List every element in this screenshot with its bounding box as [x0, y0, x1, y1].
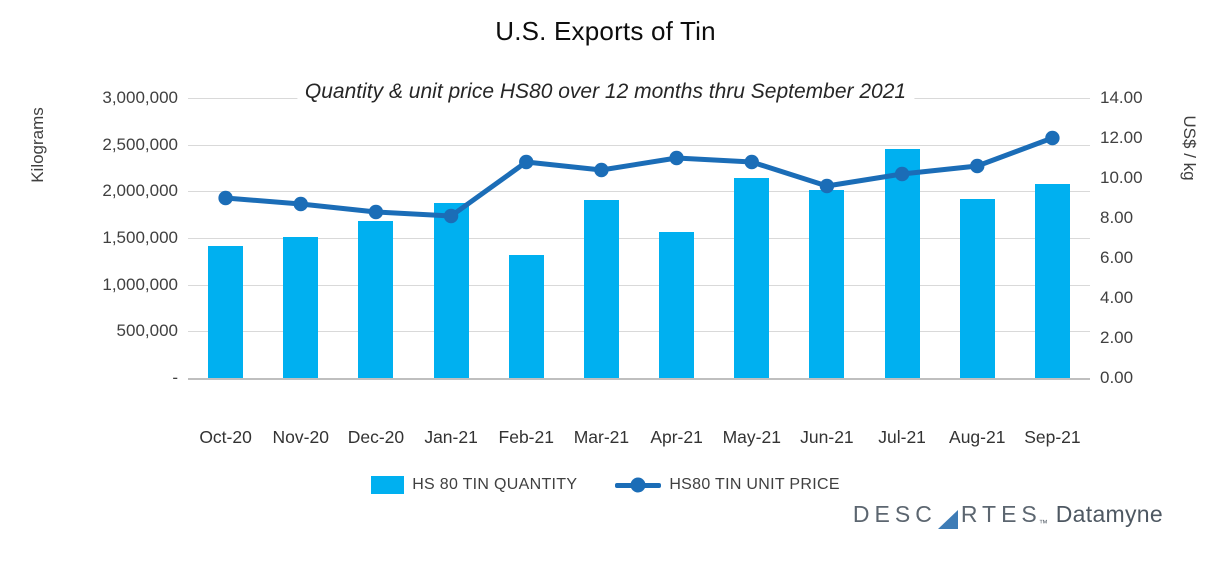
price-point-Dec-20 [368, 204, 384, 220]
price-point-Apr-21 [669, 150, 684, 166]
x-axis-tick-Mar-21: Mar-21 [573, 427, 630, 447]
price-point-Mar-21 [594, 162, 609, 178]
quantity-bar-Dec-20 [358, 221, 394, 378]
y-axis-tick-right: 6.00 [1100, 248, 1134, 267]
y-axis-tick-right: 4.00 [1100, 288, 1134, 307]
price-point-May-21 [744, 154, 759, 170]
gridline [188, 331, 1090, 333]
y-axis-tick-left: 2,500,000 [102, 134, 178, 154]
x-axis-tick-Jul-21: Jul-21 [878, 427, 926, 447]
price-point-Sep-21 [1045, 130, 1060, 146]
gridline [188, 191, 1090, 193]
y-axis-tick-left: - [172, 368, 178, 387]
y-axis-tick-left: 3,000,000 [102, 88, 178, 107]
legend-bar-swatch-icon [371, 476, 405, 494]
brand-product-name: Datamyne [1055, 501, 1163, 527]
x-axis-ticks: Oct-20 Nov-20 Dec-20 Jan-21 Feb-21 Mar-21 Apr-… [0, 427, 1211, 449]
plot-area [188, 98, 1090, 380]
x-axis-tick-Oct-20: Oct-20 [199, 427, 252, 447]
legend-item-1: HS 80 TIN QUANTITY [371, 476, 577, 494]
legend-label: HS80 TIN UNIT PRICE [669, 476, 840, 493]
x-axis-tick-Jan-21: Jan-21 [424, 427, 478, 447]
y-axis-ticks-right: 14.00 12.00 10.00 8.00 6.00 4.00 2.00 0.00 [1100, 0, 1180, 563]
legend-line-dot-icon [615, 476, 662, 494]
brand-trademark: ™ [1038, 518, 1048, 528]
brand-logo: DESC RTES ™ Datamyne [852, 501, 1163, 529]
quantity-bar-Apr-21 [659, 232, 695, 378]
price-point-Oct-20 [218, 190, 233, 206]
x-axis-tick-Aug-21: Aug-21 [949, 427, 1006, 447]
y-axis-tick-right: 0.00 [1100, 368, 1134, 387]
y-axis-tick-left: 2,000,000 [102, 181, 178, 201]
gridline [188, 144, 1090, 146]
x-axis-tick-Dec-20: Dec-20 [347, 427, 405, 447]
price-point-Aug-21 [970, 158, 985, 174]
y-axis-tick-right: 12.00 [1100, 128, 1143, 147]
quantity-bar-Nov-20 [283, 237, 319, 378]
quantity-bar-Feb-21 [508, 254, 544, 378]
legend: HS 80 TIN QUANTITY HS80 TIN UNIT PRICE [0, 476, 1211, 494]
gridline [188, 284, 1090, 286]
quantity-bar-Jul-21 [884, 149, 920, 378]
price-point-Nov-20 [293, 196, 308, 212]
quantity-bar-Mar-21 [583, 199, 619, 378]
y-axis-tick-right: 2.00 [1100, 328, 1134, 347]
chart-subtitle: Quantity & unit price HS80 over 12 month… [296, 80, 915, 104]
legend-label: HS 80 TIN QUANTITY [412, 476, 578, 493]
x-axis-tick-Sep-21: Sep-21 [1024, 427, 1081, 447]
quantity-bar-Oct-20 [208, 246, 244, 378]
y-axis-tick-left: 1,000,000 [102, 274, 178, 294]
quantity-bar-Aug-21 [959, 198, 995, 378]
x-axis-tick-Feb-21: Feb-21 [498, 427, 554, 447]
chart-title: U.S. Exports of Tin [495, 16, 716, 46]
y-axis-tick-right: 14.00 [1100, 88, 1143, 107]
quantity-bar-Jun-21 [809, 190, 845, 378]
y-axis-ticks-left: 3,000,000 2,500,000 2,000,000 1,500,000 1,00… [0, 0, 178, 563]
legend-item-2: HS80 TIN UNIT PRICE [615, 476, 840, 494]
y-axis-tick-right: 8.00 [1100, 208, 1134, 227]
x-axis-tick-Jun-21: Jun-21 [800, 427, 854, 447]
brand-wordmark-right: RTES [960, 501, 1042, 527]
quantity-bar-Sep-21 [1034, 183, 1070, 378]
y-axis-tick-right: 10.00 [1100, 168, 1143, 187]
quantity-bar-Jan-21 [433, 203, 469, 378]
x-axis-tick-Apr-21: Apr-21 [650, 427, 703, 447]
gridline [188, 238, 1090, 239]
quantity-bar-May-21 [734, 178, 770, 378]
x-axis-tick-Nov-20: Nov-20 [272, 427, 329, 447]
y-axis-tick-left: 1,500,000 [102, 228, 178, 247]
y-axis-title-right: US$ / kg [1180, 115, 1199, 181]
brand-triangle-icon [937, 510, 958, 529]
price-point-Feb-21 [519, 154, 534, 170]
x-axis-tick-May-21: May-21 [722, 427, 781, 447]
brand-wordmark-left: DESC [852, 501, 937, 527]
y-axis-tick-left: 500,000 [116, 321, 178, 341]
